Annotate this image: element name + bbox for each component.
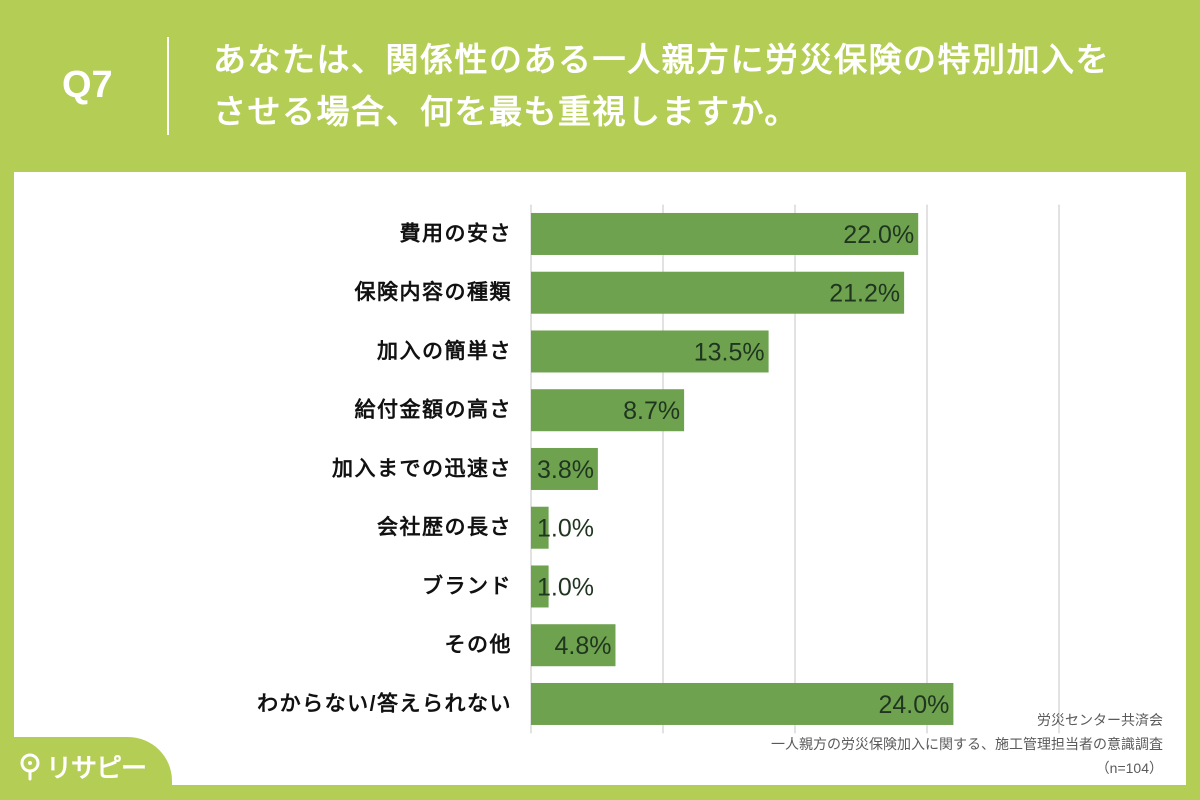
bar-chart: 費用の安さ保険内容の種類加入の簡単さ給付金額の高さ加入までの迅速さ会社歴の長さブ…	[257, 204, 1060, 734]
question-line-1: あなたは、関係性のある一人親方に労災保険の特別加入を	[213, 41, 1110, 78]
data-label-3: 8.7%	[623, 397, 680, 425]
data-labels: 22.0% 21.2% 13.5% 8.7% 3.8% 1.0% 1.0% 4.8% 24.0%	[537, 221, 949, 719]
header-divider	[167, 37, 169, 135]
bar-5	[531, 506, 549, 549]
category-label-8: わからない/答えられない	[257, 691, 512, 715]
bar-4	[531, 447, 598, 490]
category-label-5: 会社歴の長さ	[377, 515, 512, 539]
source-note: 労災センター共済会 一人親方の労災保険加入に関する、施工管理担当者の意識調査 （…	[771, 708, 1163, 780]
source-organization: 労災センター共済会	[1037, 712, 1163, 728]
data-label-6: 1.0%	[537, 573, 594, 601]
question-number: Q7	[62, 64, 113, 106]
bar-2	[531, 330, 769, 373]
category-label-6: ブランド	[422, 574, 512, 598]
bar-7	[531, 624, 616, 667]
bar-1	[531, 271, 905, 314]
data-label-5: 1.0%	[537, 515, 594, 543]
logo-text: リサピー	[46, 753, 147, 783]
data-label-1: 21.2%	[829, 280, 900, 308]
category-label-0: 費用の安さ	[400, 221, 513, 245]
bar-8	[531, 682, 954, 725]
category-label-3: 給付金額の高さ	[355, 398, 513, 422]
source-sample-size: （n=104）	[1095, 760, 1163, 776]
data-label-0: 22.0%	[843, 221, 914, 249]
data-label-2: 13.5%	[694, 338, 765, 366]
bar-0	[531, 212, 919, 255]
category-label-4: 加入までの迅速さ	[331, 457, 512, 480]
chart-panel: 費用の安さ保険内容の種類加入の簡単さ給付金額の高さ加入までの迅速さ会社歴の長さブ…	[14, 172, 1186, 785]
data-label-7: 4.8%	[554, 632, 611, 660]
category-label-2: 加入の簡単さ	[376, 339, 512, 363]
logo: リサピー	[0, 737, 172, 800]
question-line-2: させる場合、何を最も重視しますか。	[213, 93, 799, 130]
source-survey-title: 一人親方の労災保険加入に関する、施工管理担当者の意識調査	[771, 736, 1163, 752]
data-label-4: 3.8%	[537, 456, 594, 484]
bar-3	[531, 389, 685, 432]
category-label-7: その他	[445, 634, 513, 657]
question-text: あなたは、関係性のある一人親方に労災保険の特別加入を させる場合、何を最も重視し…	[213, 34, 1110, 138]
bar-6	[531, 565, 549, 608]
category-labels: 費用の安さ保険内容の種類加入の簡単さ給付金額の高さ加入までの迅速さ会社歴の長さブ…	[257, 221, 513, 715]
category-label-1: 保険内容の種類	[354, 280, 513, 304]
lightbulb-icon	[20, 753, 40, 780]
bars	[531, 212, 954, 725]
data-label-8: 24.0%	[879, 691, 950, 719]
